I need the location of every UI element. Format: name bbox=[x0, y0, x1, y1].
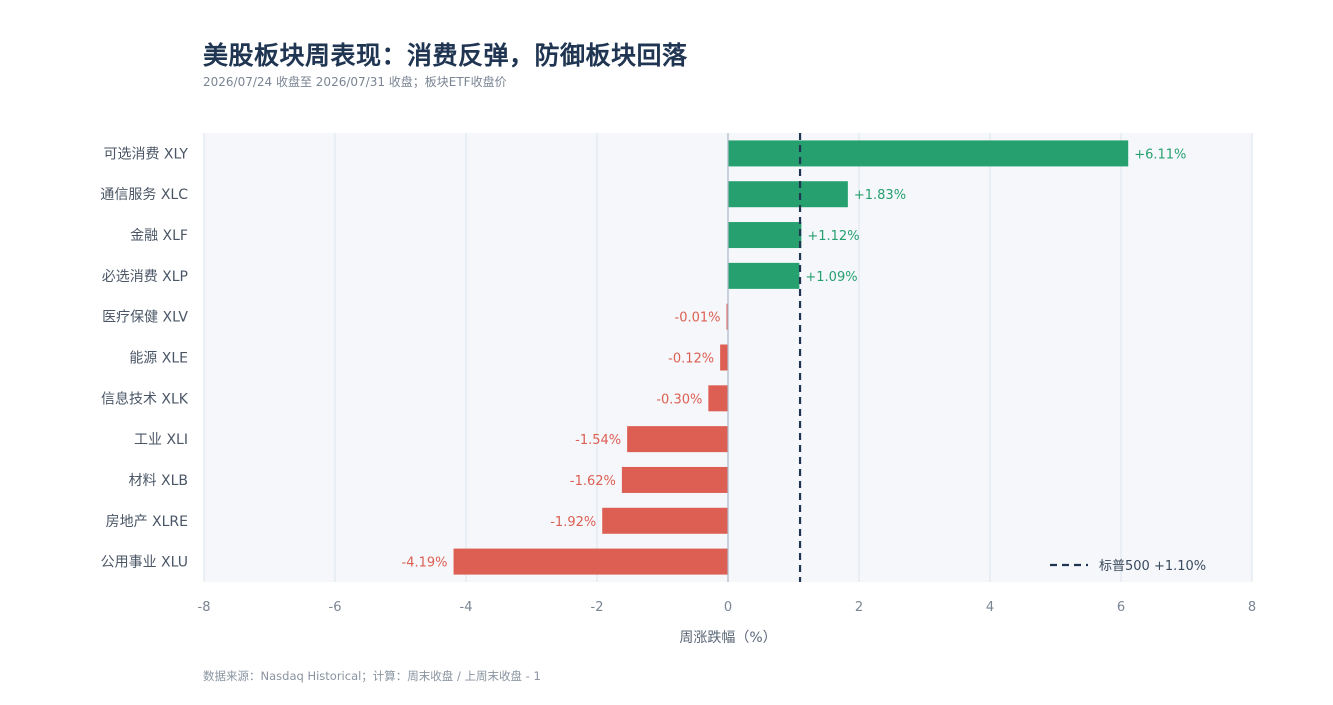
data-labels: +6.11% +1.83% +1.12% +1.09% -0.01% -0.12% -0.3… bbox=[402, 147, 1187, 570]
category-label: 工业 XLI bbox=[134, 432, 188, 448]
x-tick-label: 0 bbox=[724, 600, 732, 615]
data-label: -1.62% bbox=[570, 474, 616, 489]
data-label: -1.54% bbox=[575, 433, 621, 448]
x-tick-label: -6 bbox=[329, 600, 342, 615]
x-tick-label: -8 bbox=[198, 600, 211, 615]
x-tick-labels: -8 -6 -4 -2 0 2 4 6 8 bbox=[198, 600, 1257, 615]
bar bbox=[726, 303, 728, 330]
data-label: -0.30% bbox=[656, 392, 702, 407]
data-label: +1.09% bbox=[805, 270, 857, 285]
bar bbox=[720, 344, 728, 371]
data-label: +1.83% bbox=[854, 188, 906, 203]
data-label: -4.19% bbox=[402, 556, 448, 571]
legend-label: 标普500 +1.10% bbox=[1099, 559, 1206, 574]
bar bbox=[621, 466, 728, 493]
category-label: 能源 XLE bbox=[129, 351, 188, 367]
bar bbox=[728, 222, 802, 249]
chart-title: 美股板块周表现：消费反弹，防御板块回落 bbox=[203, 41, 688, 70]
bar bbox=[453, 548, 728, 575]
category-label: 可选消费 XLY bbox=[103, 146, 188, 162]
data-label: +1.12% bbox=[807, 229, 859, 244]
category-label: 公用事业 XLU bbox=[101, 555, 188, 571]
category-label: 医疗保健 XLV bbox=[102, 310, 188, 326]
bar bbox=[602, 507, 728, 534]
category-label: 必选消费 XLP bbox=[102, 269, 188, 285]
x-tick-label: 4 bbox=[986, 600, 994, 615]
category-label: 金融 XLF bbox=[130, 228, 188, 244]
data-label: -1.92% bbox=[550, 515, 596, 530]
category-label: 材料 XLB bbox=[129, 473, 188, 489]
legend: 标普500 +1.10% bbox=[1050, 559, 1206, 574]
x-tick-label: -2 bbox=[591, 600, 604, 615]
x-tick-label: 2 bbox=[855, 600, 863, 615]
x-tick-label: 8 bbox=[1248, 600, 1256, 615]
bar bbox=[728, 181, 848, 208]
data-source-note: 数据来源：Nasdaq Historical；计算：周末收盘 / 上周末收盘 -… bbox=[203, 669, 541, 683]
bar bbox=[728, 262, 800, 289]
data-label: -0.01% bbox=[675, 311, 721, 326]
x-tick-label: 6 bbox=[1117, 600, 1125, 615]
category-label: 房地产 XLRE bbox=[106, 514, 188, 530]
bar bbox=[627, 426, 728, 453]
grid-lines bbox=[203, 133, 1253, 582]
category-label: 通信服务 XLC bbox=[100, 187, 188, 203]
chart-subtitle: 2026/07/24 收盘至 2026/07/31 收盘；板块ETF收盘价 bbox=[203, 75, 507, 89]
bar bbox=[708, 385, 728, 412]
category-label: 信息技术 XLK bbox=[101, 390, 189, 407]
x-axis-label: 周涨跌幅（%） bbox=[679, 630, 776, 646]
bar bbox=[728, 140, 1129, 167]
data-label: -0.12% bbox=[668, 352, 714, 367]
bars bbox=[453, 140, 1129, 575]
category-labels: 可选消费 XLY 通信服务 XLC 金融 XLF 必选消费 XLP 医疗保健 XLV 能源… bbox=[100, 146, 188, 570]
x-tick-label: -4 bbox=[460, 600, 473, 615]
data-label: +6.11% bbox=[1134, 147, 1186, 162]
